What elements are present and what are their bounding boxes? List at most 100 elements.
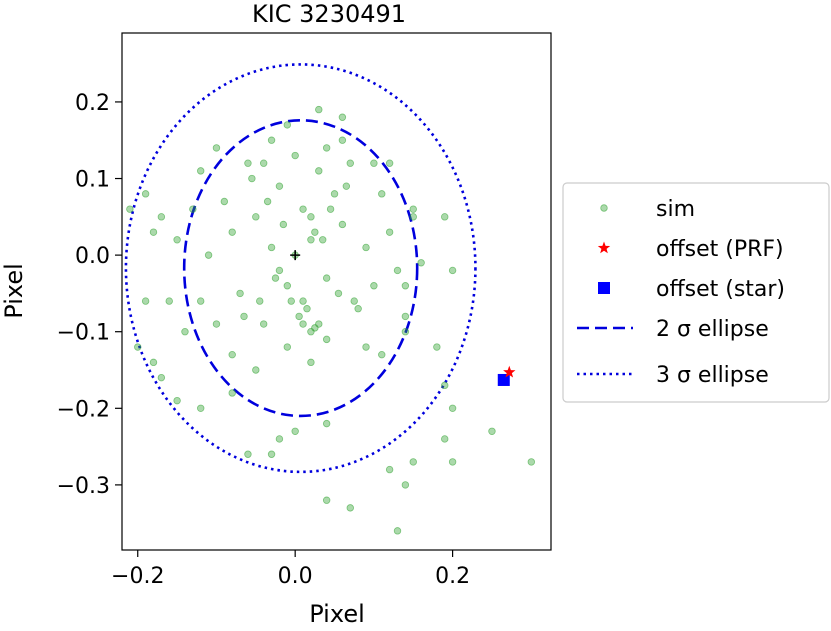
y-tick-label: 0.2 [75, 91, 110, 116]
sim-point [307, 358, 315, 367]
ellipse-3sigma [124, 63, 477, 474]
sim-point [263, 197, 272, 206]
sim-point [378, 350, 386, 359]
legend-sim-symbol [600, 204, 608, 212]
sim-point [433, 343, 441, 351]
sim-point [165, 297, 173, 305]
legend-3-ellipse-label: 3 σ ellipse [656, 363, 769, 388]
sim-point [267, 450, 276, 458]
sim-point [244, 159, 252, 167]
sim-point [212, 320, 221, 328]
sim-point [401, 312, 410, 321]
legend-sim-label: sim [656, 197, 695, 222]
sim-point [299, 205, 307, 213]
sim-point [181, 328, 189, 336]
legend-offset-star-symbol [598, 282, 610, 294]
y-tick-label: −0.1 [57, 321, 110, 346]
sim-point [322, 274, 331, 282]
sim-point [212, 144, 221, 152]
sim-point [338, 136, 347, 144]
sim-point [141, 190, 150, 198]
sim-point [134, 343, 142, 351]
offset-star-marker [497, 373, 510, 386]
sim-point [283, 282, 292, 290]
x-tick-label: 0.2 [435, 564, 470, 589]
legend-offset-prf-label: offset (PRF) [656, 237, 784, 262]
sim-point [311, 324, 319, 332]
sim-point [311, 228, 319, 236]
sim-point [267, 136, 276, 144]
sim-point [417, 259, 425, 267]
sim-point [287, 297, 295, 305]
sim-point [319, 236, 327, 244]
sim-point [338, 220, 347, 229]
sim-point [228, 389, 236, 397]
sim-point [228, 350, 236, 359]
legend-box [562, 182, 830, 403]
sim-point [248, 174, 256, 183]
sim-point [111, 298, 118, 305]
sim-point [204, 251, 213, 259]
sim-point [315, 105, 323, 114]
sim-point [279, 220, 288, 229]
sim-point [291, 427, 299, 435]
sim-point [354, 305, 362, 313]
sim-point [448, 404, 457, 413]
y-tick-label: 0.0 [75, 244, 110, 269]
sim-point [370, 282, 378, 290]
y-tick-label: 0.1 [75, 168, 110, 193]
sim-point [197, 404, 205, 413]
sim-point [401, 282, 410, 290]
sim-point [197, 167, 205, 175]
sim-point [378, 190, 386, 198]
sim-point [252, 213, 260, 221]
sim-point [409, 458, 417, 466]
sim-point [322, 335, 331, 344]
sim-point [275, 435, 284, 443]
sim-point [303, 305, 311, 313]
sim-point [157, 373, 166, 382]
sim-point [370, 159, 378, 167]
sim-point [401, 481, 410, 489]
y-axis: 0.2 0.1 0.0 −0.1 −0.2 −0.3 [57, 91, 122, 499]
sim-point [326, 205, 335, 213]
sim-point [362, 343, 370, 351]
sim-point [401, 328, 410, 336]
legend-offset-star-label: offset (star) [656, 277, 785, 302]
sim-point [259, 320, 268, 328]
sim-point [315, 167, 323, 175]
sim-point [283, 343, 292, 351]
sim-point [295, 312, 303, 321]
sim-point [350, 297, 358, 305]
sim-point [197, 297, 205, 305]
sim-point [441, 381, 449, 390]
sim-point [271, 274, 280, 282]
sim-point [149, 228, 158, 236]
sim-point [322, 419, 331, 428]
sim-point [307, 213, 315, 221]
offset-prf-marker [503, 365, 516, 378]
y-tick-label: −0.2 [57, 397, 110, 422]
x-axis-title: Pixel [309, 600, 365, 628]
sim-point [338, 113, 347, 121]
legend-2-ellipse-label: 2 σ ellipse [656, 317, 769, 342]
sim-point [299, 297, 307, 305]
sim-point [307, 236, 315, 244]
sim-point [259, 159, 268, 167]
y-axis-title: Pixel [0, 263, 28, 319]
x-tick-label: −0.2 [111, 564, 164, 589]
x-axis: −0.2 0.0 0.2 [111, 550, 470, 589]
chart-title: KIC 3230491 [252, 0, 406, 28]
sim-point [448, 458, 457, 466]
sim-point [275, 182, 284, 190]
legend: sim offset (PRF) offset (star) 2 σ ellipse 3… [562, 182, 830, 403]
sim-point [441, 213, 449, 221]
sim-point [228, 228, 236, 236]
sim-point [173, 396, 181, 405]
sim-point [346, 504, 354, 512]
x-tick-label: 0.0 [278, 564, 313, 589]
center-plus-marker [290, 250, 301, 261]
sim-point [283, 121, 292, 129]
sim-point [291, 151, 299, 160]
